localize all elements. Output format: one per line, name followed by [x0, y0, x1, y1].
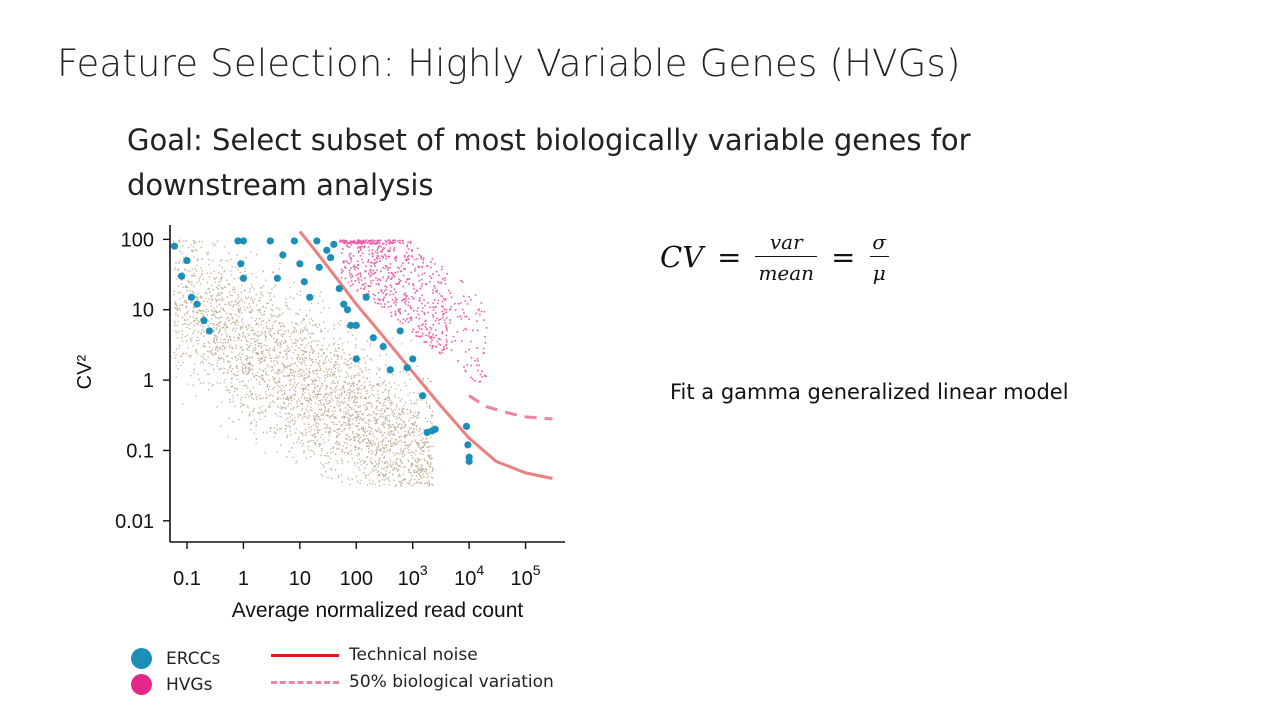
technical-noise-curve — [298, 230, 553, 480]
x-tick-label: 104 — [454, 562, 484, 590]
ercc-point — [419, 392, 427, 400]
formula-denominator-mu: μ — [869, 255, 889, 285]
x-tick-label: 105 — [511, 562, 541, 590]
ercc-point — [323, 246, 331, 254]
y-tick-label: 10 — [132, 300, 154, 322]
ercc-point — [290, 237, 298, 245]
ercc-point — [340, 300, 348, 308]
ercc-point — [347, 321, 355, 329]
ercc-point — [170, 242, 179, 250]
legend-hvg-label: HVGs — [166, 674, 213, 695]
legend-hvg: HVGs — [131, 674, 212, 695]
ercc-point — [237, 260, 245, 268]
ercc-point — [187, 293, 196, 301]
ercc-point — [177, 272, 186, 280]
ercc-point — [279, 251, 287, 259]
ercc-point — [239, 274, 248, 282]
ercc-point — [386, 366, 394, 374]
ercc-point — [200, 317, 208, 325]
formula-equals-1: = — [717, 240, 742, 274]
ercc-point — [335, 284, 343, 293]
fit-model-text: Fit a gamma generalized linear model — [670, 380, 1069, 404]
ercc-point — [306, 293, 314, 301]
y-tick-label: 100 — [121, 229, 154, 251]
ercc-point — [239, 237, 248, 245]
hvg-scatter-chart: 100 10 1 0.1 0.01 0.1 1 10 100 103 104 105 Average n… — [74, 225, 565, 622]
x-tick-label: 100 — [340, 568, 373, 590]
ercc-point — [193, 300, 201, 308]
legend-ercc: ERCCs — [131, 648, 220, 669]
legend-biological-label: 50% biological variation — [349, 672, 554, 692]
legend-biological-variation: 50% biological variation — [271, 672, 554, 692]
ercc-point — [352, 355, 360, 363]
legend-ercc-label: ERCCs — [166, 648, 221, 669]
ercc-point — [234, 237, 242, 245]
ercc-point — [183, 256, 191, 265]
ercc-point — [379, 342, 387, 351]
ercc-point — [315, 263, 323, 271]
ercc-point — [205, 327, 214, 335]
x-tick-label: 0.1 — [173, 568, 201, 590]
ercc-dot-icon — [131, 648, 152, 669]
formula-lhs: CV — [660, 240, 704, 274]
legend-technical-noise: Technical noise — [271, 645, 478, 665]
solid-line-icon — [271, 653, 339, 657]
dashed-line-icon — [271, 680, 339, 684]
ercc-point — [409, 355, 417, 363]
ercc-point — [362, 293, 370, 301]
ercc-point — [343, 306, 352, 314]
y-tick-label: 1 — [143, 370, 154, 392]
y-axis-title: CV² — [74, 355, 96, 390]
x-tick-label: 1 — [238, 568, 249, 590]
goal-text: Goal: Select subset of most biologically… — [127, 123, 971, 202]
formula-numerator-var: var — [769, 229, 803, 254]
ercc-point — [326, 254, 335, 262]
slide-title: Feature Selection: Highly Variable Genes… — [57, 42, 961, 85]
ercc-point — [462, 422, 471, 430]
ercc-point — [266, 237, 274, 245]
cv-formula: CV = var mean = σ μ — [660, 222, 889, 292]
ercc-point — [352, 321, 360, 329]
x-tick-label: 10 — [289, 568, 311, 590]
x-tick-label: 103 — [398, 562, 428, 590]
biological-variation-curve — [468, 394, 553, 421]
formula-equals-2: = — [831, 240, 856, 274]
ercc-point — [464, 441, 472, 449]
formula-fraction-sigma-mu: σ μ — [869, 230, 889, 285]
x-axis-title: Average normalized read count — [232, 599, 524, 622]
legend-technical-label: Technical noise — [349, 645, 478, 665]
ercc-point — [403, 364, 411, 372]
formula-denominator-mean: mean — [755, 255, 818, 285]
ercc-point — [396, 327, 404, 335]
hvg-points — [339, 239, 488, 383]
ercc-point — [465, 457, 473, 465]
ercc-point — [313, 237, 321, 245]
formula-fraction-var-mean: var mean — [755, 229, 818, 285]
ercc-point — [369, 334, 377, 342]
ercc-point — [330, 240, 338, 248]
ercc-point — [273, 274, 281, 282]
formula-numerator-sigma: σ — [872, 229, 887, 254]
y-tick-label: 0.01 — [115, 511, 154, 533]
ercc-point — [296, 260, 304, 268]
ercc-point — [300, 278, 308, 286]
ercc-point — [431, 425, 439, 433]
hvg-dot-icon — [131, 674, 152, 695]
y-tick-label: 0.1 — [126, 440, 154, 462]
